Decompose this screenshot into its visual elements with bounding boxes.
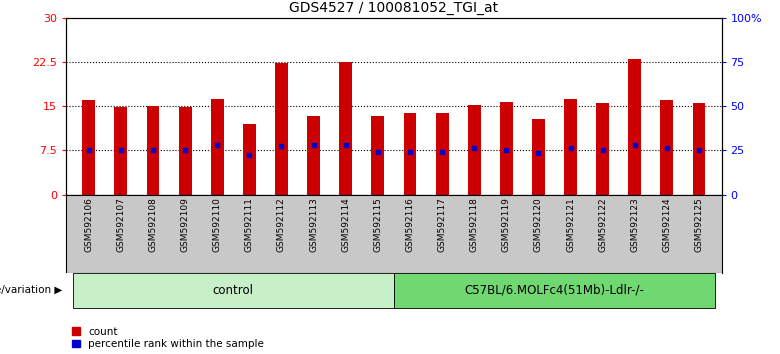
Bar: [179, 107, 192, 195]
Bar: [394, 273, 715, 308]
Text: GSM592122: GSM592122: [598, 197, 607, 252]
Bar: [629, 59, 641, 195]
Bar: [339, 62, 352, 195]
Bar: [115, 107, 127, 195]
Title: GDS4527 / 100081052_TGI_at: GDS4527 / 100081052_TGI_at: [289, 1, 498, 15]
Text: GSM592111: GSM592111: [245, 197, 254, 252]
Text: GSM592107: GSM592107: [116, 197, 126, 252]
Bar: [596, 103, 609, 195]
Text: GSM592115: GSM592115: [374, 197, 382, 252]
Text: GSM592108: GSM592108: [148, 197, 158, 252]
Text: control: control: [213, 284, 254, 297]
Bar: [307, 116, 320, 195]
Text: GSM592124: GSM592124: [662, 197, 672, 252]
Text: GSM592117: GSM592117: [438, 197, 447, 252]
Text: GSM592113: GSM592113: [309, 197, 318, 252]
Bar: [661, 100, 673, 195]
Text: GSM592116: GSM592116: [406, 197, 414, 252]
Bar: [468, 105, 480, 195]
Bar: [693, 103, 705, 195]
Bar: [275, 63, 288, 195]
Bar: [403, 113, 417, 195]
Text: GSM592110: GSM592110: [213, 197, 222, 252]
Text: C57BL/6.MOLFc4(51Mb)-Ldlr-/-: C57BL/6.MOLFc4(51Mb)-Ldlr-/-: [465, 284, 644, 297]
Bar: [73, 273, 394, 308]
Bar: [564, 99, 577, 195]
Text: GSM592121: GSM592121: [566, 197, 575, 252]
Text: GSM592125: GSM592125: [694, 197, 704, 252]
Text: GSM592106: GSM592106: [84, 197, 94, 252]
Text: GSM592120: GSM592120: [534, 197, 543, 252]
Text: GSM592109: GSM592109: [181, 197, 190, 252]
Bar: [243, 124, 256, 195]
Bar: [436, 113, 448, 195]
Text: GSM592118: GSM592118: [470, 197, 479, 252]
Bar: [371, 116, 385, 195]
Text: GSM592123: GSM592123: [630, 197, 640, 252]
Bar: [532, 119, 545, 195]
Bar: [83, 100, 95, 195]
Text: GSM592119: GSM592119: [502, 197, 511, 252]
Bar: [147, 106, 159, 195]
Text: genotype/variation ▶: genotype/variation ▶: [0, 285, 62, 295]
Bar: [500, 102, 512, 195]
Text: GSM592112: GSM592112: [277, 197, 286, 252]
Bar: [211, 98, 224, 195]
Legend: count, percentile rank within the sample: count, percentile rank within the sample: [72, 327, 264, 349]
Text: GSM592114: GSM592114: [341, 197, 350, 252]
